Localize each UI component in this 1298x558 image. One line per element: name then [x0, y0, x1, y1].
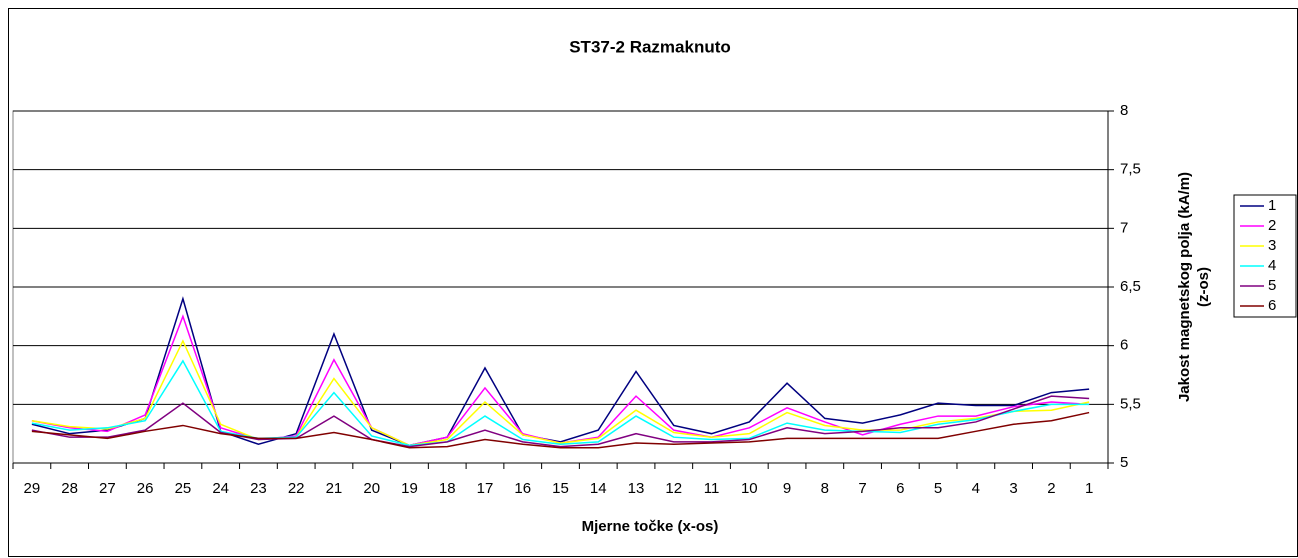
x-tick-label: 28 — [61, 480, 78, 497]
x-tick-label: 25 — [175, 480, 192, 497]
legend-label: 1 — [1268, 197, 1276, 214]
y-axis-label: (z-os) — [1195, 267, 1212, 307]
series-line — [31, 395, 1090, 448]
y-tick-label: 6 — [1120, 337, 1128, 354]
series-line — [31, 359, 1090, 447]
y-tick-label: 5 — [1120, 454, 1128, 471]
chart-title: ST37-2 Razmaknuto — [569, 37, 731, 56]
x-tick-label: 8 — [821, 480, 829, 497]
legend-label: 5 — [1268, 277, 1276, 294]
x-tick-label: 16 — [514, 480, 531, 497]
x-tick-label: 22 — [288, 480, 305, 497]
x-tick-label: 10 — [741, 480, 758, 497]
x-tick-label: 23 — [250, 480, 267, 497]
x-tick-label: 2 — [1047, 480, 1055, 497]
x-tick-label: 11 — [704, 480, 720, 497]
x-tick-label: 9 — [783, 480, 791, 497]
x-tick-label: 4 — [972, 480, 980, 497]
legend-label: 4 — [1268, 257, 1276, 274]
legend-box — [1233, 194, 1297, 318]
x-tick-label: 20 — [363, 480, 380, 497]
x-tick-label: 24 — [212, 480, 229, 497]
x-tick-label: 13 — [628, 480, 645, 497]
legend-label: 6 — [1268, 297, 1276, 314]
x-tick-label: 3 — [1009, 480, 1017, 497]
x-tick-label: 1 — [1085, 480, 1093, 497]
y-tick-label: 5,5 — [1120, 395, 1141, 412]
y-tick-label: 7 — [1120, 219, 1128, 236]
legend-label: 2 — [1268, 217, 1276, 234]
x-tick-label: 18 — [439, 480, 456, 497]
x-tick-label: 27 — [99, 480, 116, 497]
series-line — [31, 411, 1090, 449]
x-tick-label: 19 — [401, 480, 418, 497]
x-tick-label: 29 — [24, 480, 41, 497]
x-tick-label: 17 — [477, 480, 494, 497]
x-tick-label: 6 — [896, 480, 904, 497]
y-tick-label: 7,5 — [1120, 161, 1141, 178]
x-axis-label: Mjerne točke (x-os) — [582, 518, 719, 535]
x-tick-label: 7 — [858, 480, 866, 497]
x-tick-label: 5 — [934, 480, 942, 497]
x-tick-label: 12 — [665, 480, 682, 497]
y-axis-label: Jakost magnetskog polja (kA/m) — [1176, 172, 1193, 402]
y-tick-label: 8 — [1120, 102, 1128, 119]
y-tick-label: 6,5 — [1120, 278, 1141, 295]
x-tick-label: 14 — [590, 480, 607, 497]
x-tick-label: 26 — [137, 480, 154, 497]
x-tick-label: 15 — [552, 480, 569, 497]
series-line — [31, 296, 1090, 447]
legend-label: 3 — [1268, 237, 1276, 254]
x-tick-label: 21 — [326, 480, 343, 497]
